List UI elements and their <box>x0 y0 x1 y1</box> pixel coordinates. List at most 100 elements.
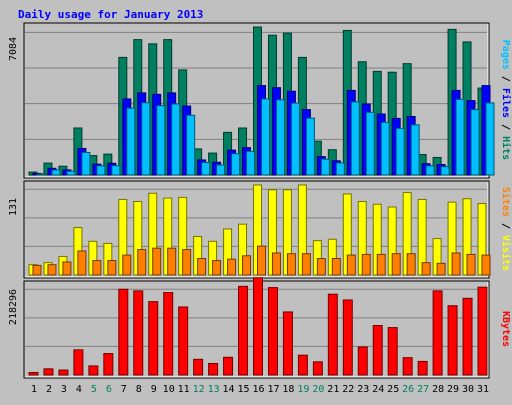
bar-kbytes-day-10 <box>163 292 174 376</box>
series-label-files: Files <box>500 88 512 118</box>
series-label-sites: Sites <box>500 187 512 217</box>
bar-kbytes-day-13 <box>208 362 219 376</box>
x-tick-label-day-3: 3 <box>61 384 67 395</box>
bar-kbytes-day-27 <box>417 360 428 376</box>
x-tick-label-day-21: 21 <box>327 384 339 395</box>
x-tick-label-day-29: 29 <box>447 384 459 395</box>
bar-sites-day-14 <box>227 258 237 276</box>
bar-kbytes-day-9 <box>148 301 159 376</box>
y-max-label: 218296 <box>8 289 19 325</box>
series-label-separator: / <box>500 70 511 88</box>
bar-kbytes-day-22 <box>342 299 353 376</box>
bar-pages-day-4 <box>81 151 91 176</box>
bar-sites-day-7 <box>122 254 132 276</box>
bar-sites-day-18 <box>286 253 296 276</box>
bar-sites-day-13 <box>212 260 222 276</box>
bar-kbytes-day-11 <box>178 306 189 376</box>
bar-kbytes-day-19 <box>297 354 308 376</box>
panel-top: 7084 Pages / Files / Hits <box>8 22 512 179</box>
bar-kbytes-day-12 <box>193 358 204 376</box>
bar-sites-day-11 <box>182 249 192 276</box>
x-tick-label-day-25: 25 <box>387 384 399 395</box>
y-max-label: 7084 <box>8 37 19 61</box>
bar-kbytes-day-26 <box>402 357 413 376</box>
x-tick-label-day-5: 5 <box>91 384 97 395</box>
bar-kbytes-day-7 <box>118 288 129 376</box>
bar-kbytes-day-16 <box>253 277 263 376</box>
bar-sites-day-3 <box>62 261 72 276</box>
bar-sites-day-8 <box>137 249 147 276</box>
x-tick-label-day-22: 22 <box>342 384 354 395</box>
bar-pages-day-18 <box>290 102 300 176</box>
bar-kbytes-day-18 <box>282 311 293 376</box>
x-tick-label-day-13: 13 <box>208 384 220 395</box>
bar-pages-day-26 <box>410 124 420 176</box>
bar-sites-day-15 <box>242 255 252 276</box>
bar-sites-day-25 <box>391 253 401 276</box>
bar-kbytes-day-28 <box>432 290 443 376</box>
x-tick-label-day-10: 10 <box>163 384 175 395</box>
bar-pages-day-12 <box>201 161 211 176</box>
bar-kbytes-day-6 <box>103 353 114 376</box>
bar-pages-day-23 <box>365 111 375 176</box>
bar-pages-day-31 <box>485 102 495 176</box>
bar-pages-day-19 <box>305 117 315 176</box>
series-label-pages: Pages <box>500 40 511 70</box>
bar-kbytes-day-17 <box>267 287 278 376</box>
x-tick-label-day-18: 18 <box>282 384 294 395</box>
bar-pages-day-14 <box>231 153 241 176</box>
bar-pages-day-8 <box>141 102 151 176</box>
bar-sites-day-22 <box>346 254 356 276</box>
bar-pages-day-27 <box>425 165 435 176</box>
bar-kbytes-day-1 <box>28 372 39 376</box>
right-series-labels: Sites / Visits <box>500 187 512 271</box>
bar-kbytes-day-5 <box>88 365 99 376</box>
chart-title: Daily usage for January 2013 <box>18 8 203 21</box>
bar-kbytes-day-2 <box>43 368 54 376</box>
x-tick-label-day-19: 19 <box>297 384 309 395</box>
bar-sites-day-29 <box>451 252 461 276</box>
bar-pages-day-10 <box>171 103 181 176</box>
right-series-labels: Pages / Files / Hits <box>500 40 512 160</box>
x-tick-label-day-26: 26 <box>402 384 414 395</box>
bar-sites-day-31 <box>481 254 491 276</box>
bar-sites-day-30 <box>466 253 476 276</box>
x-tick-label-day-16: 16 <box>252 384 264 395</box>
x-tick-label-day-17: 17 <box>267 384 279 395</box>
x-axis-labels: 1 2 3 4 5 6 7 8 9 10 11 12 13 14 15 16 17 18 19 20 21 22 23 24 2… <box>31 384 489 395</box>
bar-pages-day-29 <box>455 98 465 176</box>
bar-pages-day-7 <box>126 107 136 176</box>
bar-kbytes-day-15 <box>238 285 249 376</box>
bar-kbytes-day-31 <box>477 286 488 376</box>
x-tick-label-day-11: 11 <box>178 384 190 395</box>
bar-pages-day-11 <box>186 114 196 176</box>
bar-pages-day-24 <box>380 121 390 176</box>
bar-sites-day-17 <box>271 252 281 276</box>
bar-sites-day-5 <box>92 260 102 276</box>
bar-kbytes-day-4 <box>73 349 84 376</box>
panel-bot: 218296 KBytes <box>8 277 511 379</box>
bar-pages-day-2 <box>51 169 61 176</box>
bar-kbytes-day-30 <box>462 297 473 376</box>
series-label-separator: / <box>500 217 511 235</box>
bar-kbytes-day-8 <box>133 290 144 376</box>
bar-kbytes-day-14 <box>223 356 234 376</box>
x-tick-label-day-8: 8 <box>136 384 142 395</box>
bar-sites-day-24 <box>376 253 386 276</box>
bar-pages-day-1 <box>36 173 46 176</box>
x-tick-label-day-30: 30 <box>462 384 474 395</box>
series-label-separator: / <box>500 118 511 136</box>
x-tick-label-day-4: 4 <box>76 384 82 395</box>
bar-pages-day-6 <box>111 165 121 176</box>
x-tick-label-day-1: 1 <box>31 384 37 395</box>
bar-sites-day-26 <box>406 253 416 276</box>
bar-sites-day-1 <box>32 264 42 276</box>
bar-sites-day-12 <box>197 258 207 276</box>
series-label-hits: Hits <box>500 136 512 160</box>
x-tick-label-day-6: 6 <box>106 384 112 395</box>
x-tick-label-day-2: 2 <box>46 384 52 395</box>
bar-sites-day-20 <box>316 258 326 276</box>
panel-mid: 131 Sites / Visits <box>8 180 512 279</box>
bar-pages-day-28 <box>440 166 450 176</box>
